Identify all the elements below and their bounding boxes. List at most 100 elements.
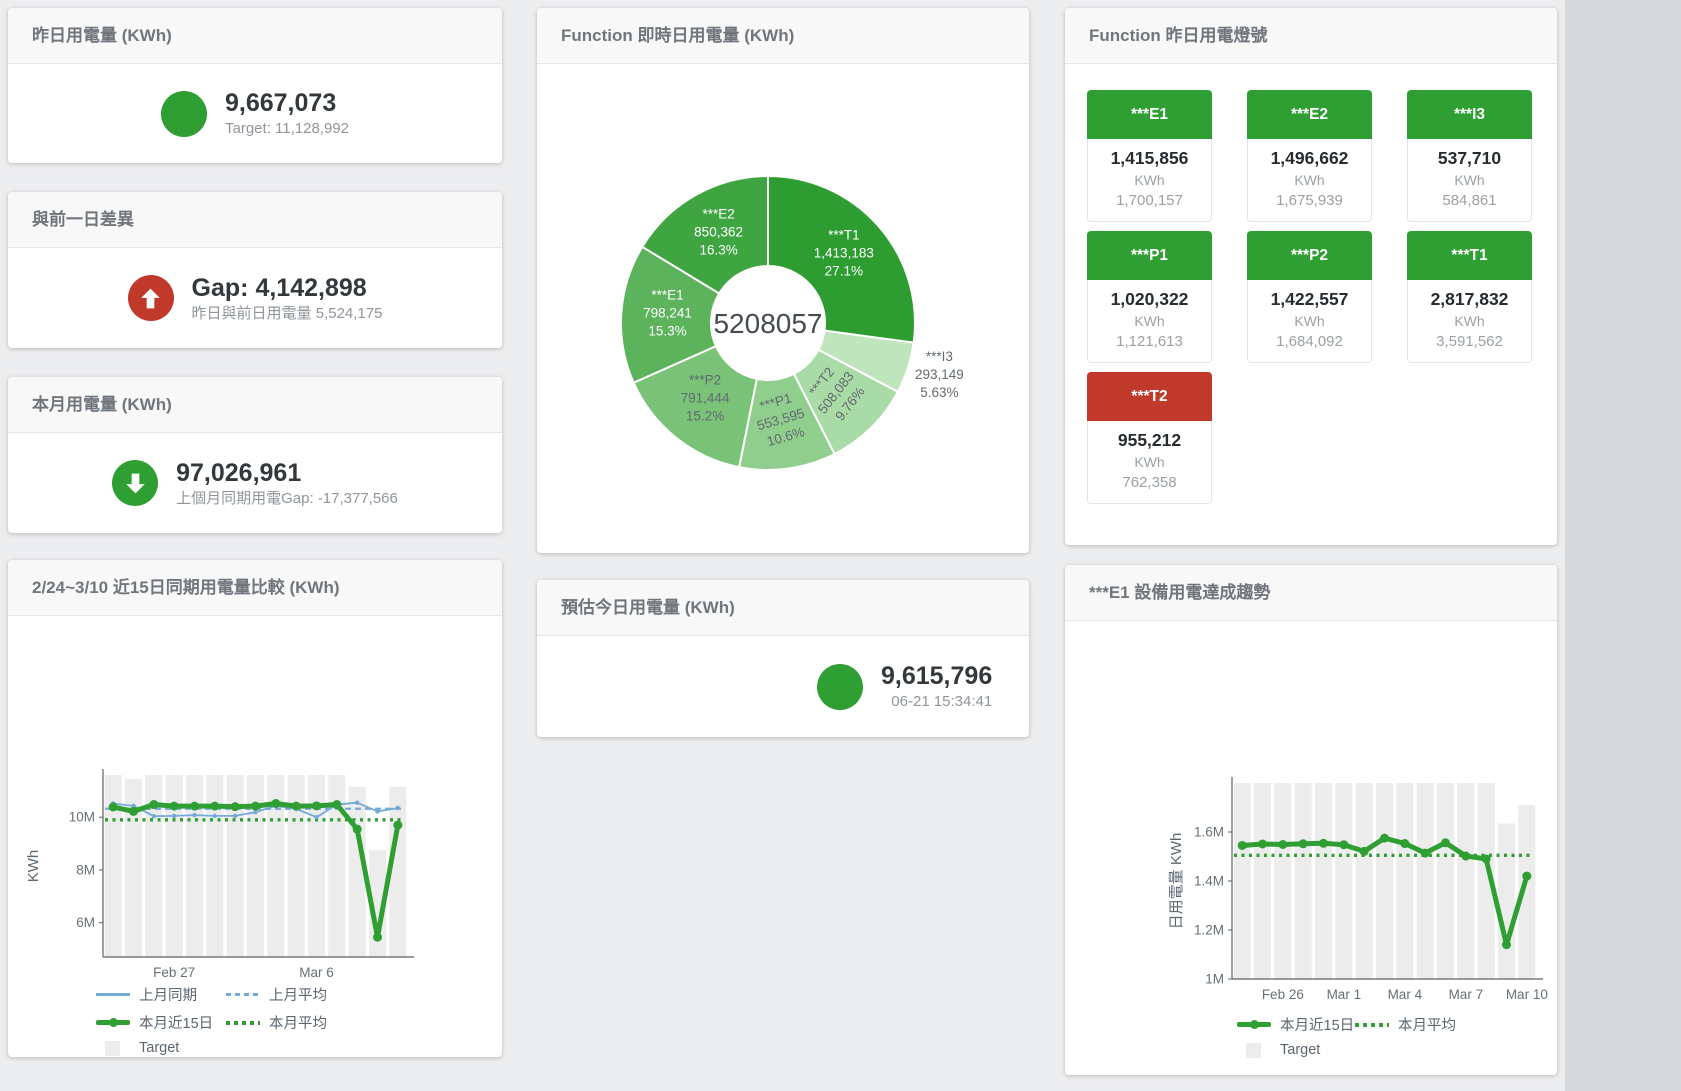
stat-subtitle: 06-21 15:34:41: [891, 693, 993, 710]
device-label: ***P2: [1290, 247, 1329, 264]
legend-label: 上月平均: [269, 988, 327, 1004]
stat-subtitle: 上個月同期用電Gap: -17,377,566: [176, 489, 398, 507]
data-point: [375, 809, 380, 814]
data-point: [230, 802, 240, 812]
status-circle-icon: [817, 663, 863, 710]
device-target: 1,675,939: [1276, 192, 1343, 209]
data-point: [212, 813, 218, 819]
target-bar: [1355, 783, 1373, 979]
bar-swatch-icon: [1246, 1042, 1261, 1058]
donut-slice-T1[interactable]: [767, 174, 916, 344]
legend-label: 本月平均: [1398, 1018, 1456, 1034]
down-arrow-icon: [112, 460, 159, 506]
legend-item-this-month-avg[interactable]: 本月平均: [1355, 1014, 1456, 1035]
donut-slice-E1[interactable]: [620, 245, 721, 385]
y-tick-label: 1M: [1205, 972, 1224, 987]
target-bar: [1396, 783, 1414, 979]
data-point: [151, 813, 157, 819]
device-tile-header: ***T2: [1087, 372, 1212, 421]
x-tick-label: Feb 27: [153, 965, 195, 980]
target-bar: [1335, 783, 1353, 979]
donut-slice-label: ***E2 850,362 16.3%: [694, 206, 743, 257]
device-target: 1,684,092: [1276, 333, 1343, 350]
device-tile-header: ***I3: [1407, 90, 1532, 139]
device-unit: KWh: [1134, 172, 1165, 188]
legend-item-this-month[interactable]: 本月近15日: [1237, 1014, 1355, 1035]
device-tile-p2[interactable]: ***P2 1,422,557 KWh 1,684,092: [1247, 231, 1372, 363]
data-point: [149, 800, 159, 810]
y-axis-label: KWh: [25, 850, 42, 883]
device-tile-p1[interactable]: ***P1 1,020,322 KWh 1,121,613: [1087, 231, 1212, 363]
target-bar: [1233, 783, 1251, 979]
data-point: [253, 809, 258, 815]
x-tick-label: Mar 1: [1327, 987, 1362, 1002]
card-today-estimate: 預估今日用電量 (KWh) 9,615,796 06-21 15:34:41: [537, 580, 1029, 737]
device-tile-grid: ***E1 1,415,856 KWh 1,700,157 ***E2 1,49…: [1087, 90, 1539, 504]
device-unit: KWh: [1454, 172, 1485, 188]
y-tick-label: 6M: [76, 915, 95, 930]
svg-text:27.1%: 27.1%: [825, 264, 863, 279]
svg-text:***T1: ***T1: [828, 228, 860, 243]
target-bar: [1457, 783, 1475, 979]
card-yesterday-lights: Function 昨日用電燈號 ***E1 1,415,856 KWh 1,70…: [1065, 8, 1557, 545]
donut-slice-P2[interactable]: [632, 344, 758, 469]
device-tile-i3[interactable]: ***I3 537,710 KWh 584,861: [1407, 90, 1532, 222]
data-point: [129, 806, 138, 816]
legend-item-target[interactable]: Target: [1237, 1042, 1320, 1058]
dashed-line-swatch-icon: [226, 987, 260, 1002]
dotted-line-swatch-icon: [226, 1015, 260, 1030]
device-tile-t1[interactable]: ***T1 2,817,832 KWh 3,591,562: [1407, 231, 1532, 363]
page-background-strip: [1565, 0, 1681, 1091]
device-label: ***T2: [1131, 388, 1168, 405]
x-tick-label: Mar 6: [299, 965, 334, 980]
target-bar: [246, 775, 265, 957]
device-tile-e2[interactable]: ***E2 1,496,662 KWh 1,675,939: [1247, 90, 1372, 222]
target-bar: [1314, 783, 1333, 979]
card-title: 昨日用電量 (KWh): [8, 8, 502, 64]
data-point: [1258, 839, 1267, 849]
device-unit: KWh: [1134, 454, 1165, 470]
data-point: [1481, 854, 1491, 864]
legend-item-last-month[interactable]: 上月同期: [96, 984, 226, 1005]
device-label: ***I3: [1453, 106, 1486, 123]
stat-value: 97,026,961: [176, 458, 302, 487]
data-point: [190, 801, 199, 811]
svg-text:15.2%: 15.2%: [686, 409, 724, 424]
x-tick-label: Mar 4: [1388, 987, 1423, 1002]
thick-line-swatch-icon: [1237, 1017, 1271, 1032]
data-point: [232, 813, 238, 819]
data-point: [108, 802, 118, 812]
target-bar: [1518, 805, 1536, 979]
card-title: 本月用電量 (KWh): [8, 377, 502, 433]
data-point: [1522, 871, 1532, 881]
device-tile-header: ***E1: [1087, 90, 1212, 139]
target-bar: [124, 778, 143, 957]
device-tile-e1[interactable]: ***E1 1,415,856 KWh 1,700,157: [1087, 90, 1212, 222]
data-point: [1319, 838, 1328, 848]
trend-chart-legend: 本月近15日 本月平均 Target: [1237, 1014, 1456, 1058]
device-tile-t2[interactable]: ***T2 955,212 KWh 762,358: [1087, 372, 1212, 504]
card-15day-compare: 2/24~3/10 近15日同期用電量比較 (KWh) 6M 8M 10M Feb 2…: [8, 560, 502, 1057]
donut-slice-E2[interactable]: [640, 174, 769, 295]
device-tile-header: ***T1: [1407, 231, 1532, 280]
compare-line-chart[interactable]: 6M 8M 10M Feb 27 Mar 6 KWh: [8, 616, 502, 986]
legend-label: 上月同期: [139, 988, 197, 1004]
svg-text:791,444: 791,444: [681, 391, 730, 406]
device-value: 1,496,662: [1270, 148, 1349, 168]
legend-item-this-month-avg[interactable]: 本月平均: [226, 1012, 327, 1033]
data-point: [271, 798, 281, 808]
donut-slice-label: ***E1 798,241 15.3%: [643, 288, 692, 339]
target-bar: [368, 850, 387, 957]
solid-line-swatch-icon: [96, 987, 130, 1002]
legend-item-last-month-avg[interactable]: 上月平均: [226, 984, 327, 1005]
donut-center-total: 5208057: [713, 308, 822, 339]
legend-item-this-month[interactable]: 本月近15日: [96, 1012, 226, 1033]
trend-line-chart[interactable]: 1M 1.2M 1.4M 1.6M Feb 26 Mar 1 Mar 4 Mar 7 Mar 1…: [1065, 621, 1557, 1011]
card-yesterday-usage: 昨日用電量 (KWh) 9,667,073 Target: 11,128,992: [8, 8, 502, 163]
legend-item-target[interactable]: Target: [96, 1040, 179, 1056]
device-label: ***P1: [1130, 247, 1169, 264]
legend-label: 本月近15日: [1280, 1018, 1355, 1034]
data-point: [192, 812, 197, 818]
donut-chart[interactable]: ***T1 1,413,183 27.1% ***I3 293,149 5.63% ***T…: [537, 64, 1029, 549]
data-point: [291, 801, 301, 811]
